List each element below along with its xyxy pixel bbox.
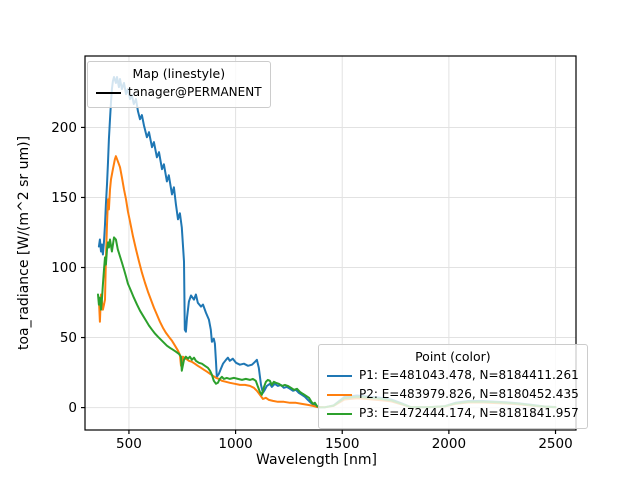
- y-tick-label: 150: [51, 190, 77, 206]
- p2-line-swatch: [327, 393, 352, 396]
- y-tick-label: 200: [51, 120, 77, 136]
- p2-legend-label: P2: E=483979.826, N=8180452.435: [359, 387, 579, 401]
- point-legend-entry-p3: P3: E=472444.174, N=8181841.957: [327, 404, 579, 423]
- y-tick-label: 50: [60, 330, 77, 346]
- x-tick-label: 2500: [538, 436, 572, 452]
- map-legend: Map (linestyle) tanager@PERMANENT: [87, 61, 271, 108]
- point-legend-title: Point (color): [415, 349, 491, 364]
- x-tick-label: 2000: [432, 436, 466, 452]
- p3-legend-label: P3: E=472444.174, N=8181841.957: [359, 406, 579, 420]
- y-tick-label: 100: [51, 260, 77, 276]
- map-legend-label: tanager@PERMANENT: [128, 85, 262, 99]
- map-legend-title: Map (linestyle): [132, 66, 226, 81]
- point-legend-entry-p1: P1: E=481043.478, N=8184411.261: [327, 366, 579, 385]
- x-tick-label: 1000: [218, 436, 252, 452]
- axes-box: [84, 55, 577, 431]
- x-axis-label: Wavelength [nm]: [256, 452, 377, 468]
- map-legend-entry: tanager@PERMANENT: [96, 83, 262, 102]
- p1-line-swatch: [327, 374, 352, 377]
- y-axis-label: toa_radiance [W/(m^2 sr um)]: [16, 136, 32, 350]
- y-tick-label: 0: [68, 400, 77, 416]
- p1-legend-label: P1: E=481043.478, N=8184411.261: [359, 368, 579, 382]
- x-tick-label: 500: [116, 436, 142, 452]
- point-legend-entry-p2: P2: E=483979.826, N=8180452.435: [327, 385, 579, 404]
- p3-line-swatch: [327, 412, 352, 415]
- x-tick-label: 1500: [325, 436, 359, 452]
- point-legend: Point (color) P1: E=481043.478, N=818441…: [318, 344, 588, 429]
- map-line-swatch: [96, 91, 121, 94]
